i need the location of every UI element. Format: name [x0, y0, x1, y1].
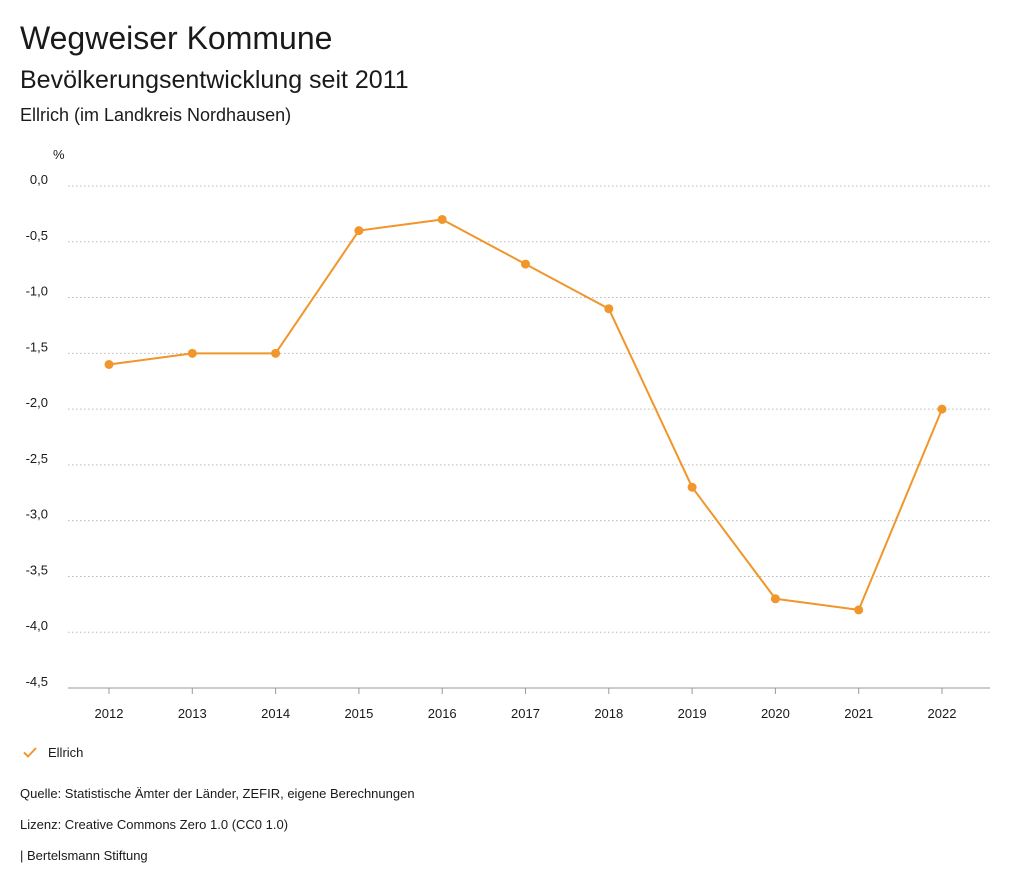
- page-title: Wegweiser Kommune: [20, 20, 333, 56]
- data-point: [854, 605, 864, 615]
- y-axis-unit: %: [53, 147, 65, 162]
- data-point: [437, 214, 447, 224]
- region-label: Ellrich (im Landkreis Nordhausen): [20, 105, 292, 125]
- data-point: [687, 482, 697, 492]
- legend-label-ellrich: Ellrich: [48, 744, 84, 760]
- x-tick-label: 2022: [928, 706, 957, 721]
- y-tick-label: -2,0: [26, 395, 48, 410]
- data-point: [271, 348, 281, 358]
- checkmark-icon: [23, 747, 37, 758]
- x-tick-label: 2012: [95, 706, 124, 721]
- y-tick-label: 0,0: [30, 172, 48, 187]
- y-tick-label: -1,0: [26, 284, 48, 299]
- x-tick-label: 2019: [678, 706, 707, 721]
- data-point: [770, 594, 780, 604]
- y-tick-label: -1,5: [26, 339, 48, 354]
- line-chart: % 0,0 -0,5 -1,0 -1,5 -2,0 -2,5 -3,0 -3,5 -4,0 -4,5…: [26, 147, 990, 721]
- x-tick-label: 2020: [761, 706, 790, 721]
- y-tick-label: -2,5: [26, 451, 48, 466]
- x-tick-label: 2015: [344, 706, 373, 721]
- x-tick-label: 2014: [261, 706, 290, 721]
- x-tick-label: 2017: [511, 706, 540, 721]
- y-tick-label: -0,5: [26, 228, 48, 243]
- data-point: [354, 226, 364, 236]
- data-point: [104, 359, 114, 369]
- data-point: [937, 404, 947, 414]
- source-note: Quelle: Statistische Ämter der Länder, Z…: [20, 786, 415, 801]
- x-tick-label: 2013: [178, 706, 207, 721]
- publisher-note: | Bertelsmann Stiftung: [20, 848, 148, 863]
- series-line-ellrich: [108, 218, 943, 611]
- y-tick-label: -3,0: [26, 507, 48, 522]
- x-tick-label: 2021: [844, 706, 873, 721]
- y-tick-label: -4,5: [26, 674, 48, 689]
- chart-subtitle: Bevölkerungsentwicklung seit 2011: [20, 66, 409, 94]
- x-tick-label: 2018: [594, 706, 623, 721]
- data-point: [521, 259, 530, 269]
- data-point: [604, 304, 614, 314]
- data-point: [187, 348, 197, 358]
- y-tick-label: -3,5: [26, 562, 48, 577]
- legend[interactable]: Ellrich: [22, 744, 83, 760]
- license-note: Lizenz: Creative Commons Zero 1.0 (CC0 1…: [20, 817, 289, 832]
- x-tick-label: 2016: [428, 706, 457, 721]
- y-tick-label: -4,0: [26, 618, 48, 633]
